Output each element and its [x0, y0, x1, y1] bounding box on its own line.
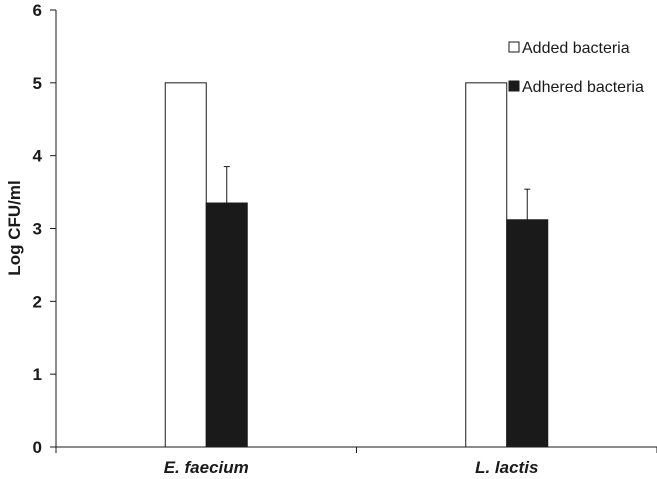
y-tick-label: 4	[33, 147, 43, 166]
x-category-label: E. faecium	[164, 458, 249, 477]
legend: Added bacteria Adhered bacteria	[508, 40, 644, 96]
legend-swatch-adhered	[508, 80, 520, 92]
y-tick-label: 0	[33, 438, 42, 457]
y-tick-label: 2	[33, 292, 42, 311]
bars-layer	[164, 82, 549, 448]
y-tick-label: 5	[33, 74, 42, 93]
y-axis-title: Log CFU/ml	[5, 180, 24, 275]
x-category-label: L. lactis	[475, 458, 538, 477]
bar-added-1	[465, 82, 508, 448]
bar-adhered-0	[205, 202, 248, 448]
y-ticks: 0 1 2 3 4 5 6	[33, 1, 56, 457]
error-bars-layer	[223, 166, 531, 251]
legend-label-adhered: Adhered bacteria	[522, 79, 644, 96]
bar-adhered-1	[506, 219, 549, 448]
legend-swatch-added	[508, 41, 520, 53]
y-tick-label: 6	[33, 1, 42, 20]
legend-label-added: Added bacteria	[522, 40, 630, 57]
bar-added-0	[164, 82, 207, 448]
y-tick-label: 3	[33, 220, 42, 239]
x-ticks: E. faecium L. lactis	[55, 447, 657, 477]
y-tick-label: 1	[33, 365, 42, 384]
